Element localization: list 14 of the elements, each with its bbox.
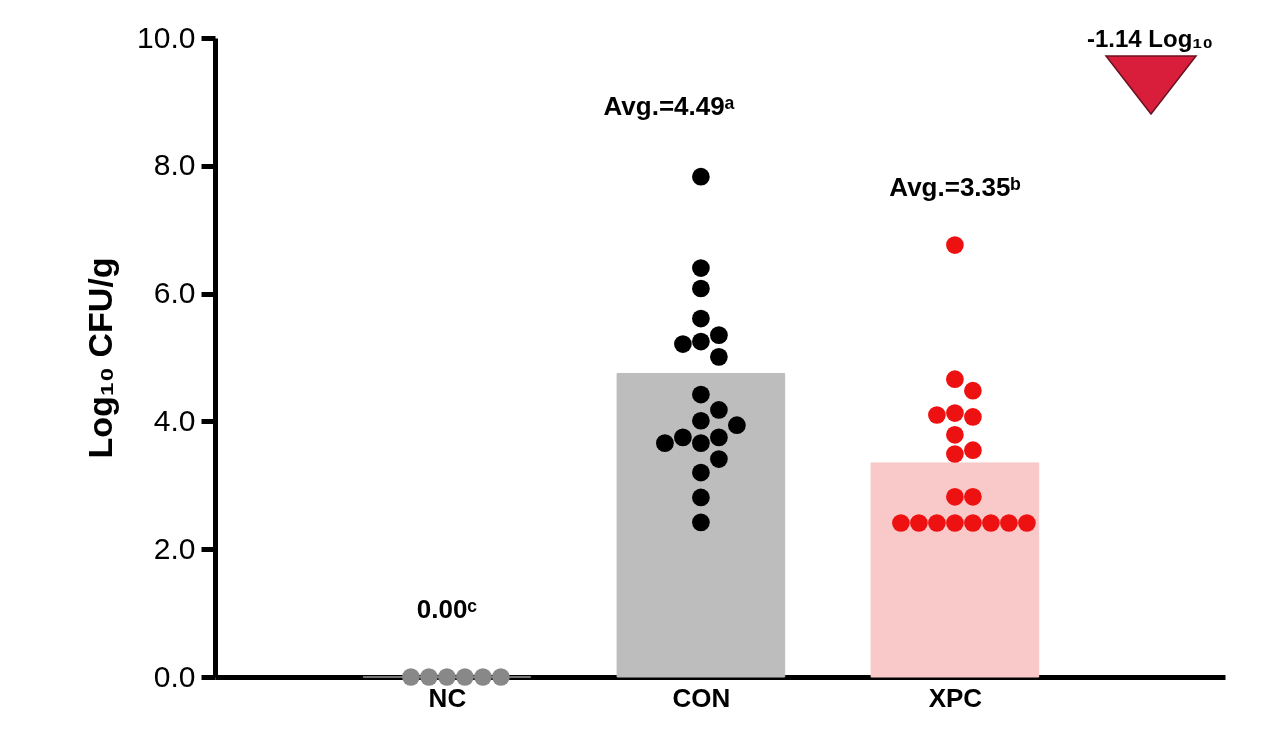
y-tick-label: 2.0 (153, 531, 196, 565)
x-tick-label: XPC (928, 682, 983, 713)
annotation: 0.00ᶜ (416, 594, 478, 624)
y-tick-label: 4.0 (153, 403, 196, 437)
annotation: Avg.=3.35ᵇ (889, 172, 1021, 202)
annotation: Avg.=4.49ᵃ (603, 91, 735, 121)
y-tick-label: 8.0 (153, 148, 196, 182)
y-axis-title: Log₁₀ CFU/g (81, 257, 120, 459)
annotation: -1.14 Log₁₀ (1086, 25, 1214, 52)
x-tick-label: CON (672, 682, 731, 713)
y-tick-label: 0.0 (153, 659, 196, 693)
y-tick-label: 10.0 (137, 20, 196, 54)
x-tick-label: NC (428, 682, 467, 713)
y-tick-label: 6.0 (153, 276, 196, 310)
